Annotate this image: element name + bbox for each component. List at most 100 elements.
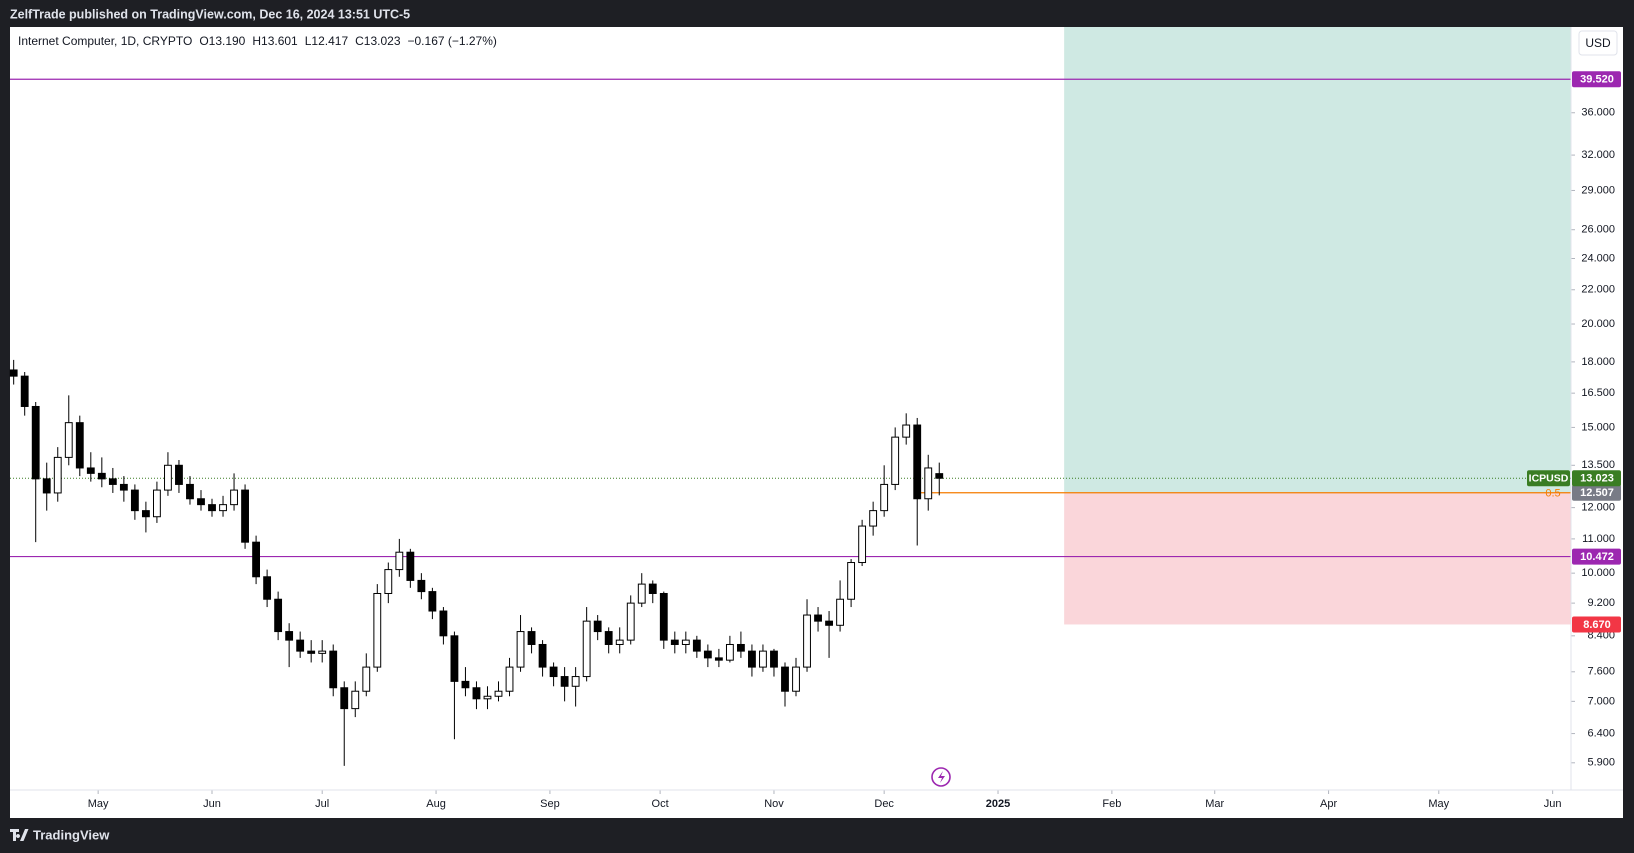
candle-body: [64, 422, 73, 458]
loss-zone: [1064, 492, 1571, 625]
x-tick-label: Jun: [1544, 798, 1562, 810]
y-tick-label: 7.000: [1587, 695, 1615, 707]
candle-body: [241, 489, 249, 543]
time-axis: [10, 790, 1623, 818]
x-tick-label: Dec: [874, 798, 894, 810]
candle-body: [130, 489, 139, 512]
legend: Internet Computer, 1D, CRYPTO O13.190 H13.…: [18, 34, 497, 48]
candle-body: [571, 676, 580, 687]
candle-body: [891, 436, 900, 485]
y-tick-label: 11.000: [1582, 533, 1615, 545]
legend-title: Internet Computer, 1D, CRYPTO: [18, 34, 192, 48]
candle-body: [869, 510, 878, 527]
y-tick-label: 15.000: [1581, 421, 1615, 433]
candle-body: [814, 614, 822, 622]
currency-label[interactable]: USD: [1585, 36, 1611, 50]
entry-price-label: 12.507: [1580, 487, 1614, 499]
x-tick-label: Nov: [764, 798, 784, 810]
currency-button[interactable]: USD: [1578, 30, 1618, 56]
candle-body: [604, 631, 613, 645]
x-tick-label: Jul: [315, 798, 329, 810]
x-tick-label: Jun: [203, 798, 221, 810]
brand-logo: [10, 829, 29, 841]
candle-body: [428, 591, 437, 612]
symbol-tag-box: [1527, 470, 1570, 487]
candle-body: [825, 620, 833, 626]
candle-body: [340, 687, 349, 710]
y-tick-label: 13.500: [1581, 459, 1615, 471]
event-icon: [931, 767, 951, 787]
candle-body: [703, 650, 712, 659]
candle-body: [450, 635, 459, 682]
y-tick-label: 20.000: [1581, 318, 1615, 330]
y-tick-label: 22.000: [1581, 284, 1615, 296]
stop-price-label: 8.670: [1583, 619, 1611, 631]
candle-body: [362, 666, 371, 692]
y-tick-label: 7.600: [1587, 666, 1615, 678]
candle-body: [164, 464, 172, 491]
x-tick-label: Oct: [652, 798, 669, 810]
legend-value: L12.417: [305, 34, 349, 48]
candle-body: [175, 464, 183, 485]
y-tick-label: 16.500: [1581, 387, 1615, 399]
line-price-label-box: [1572, 548, 1621, 565]
profit-zone: [1064, 27, 1571, 493]
candle-body: [505, 666, 514, 692]
currency-button-box[interactable]: [1578, 30, 1618, 56]
last-price-label: 13.023: [1580, 473, 1614, 485]
candle-body: [659, 592, 668, 641]
candle-body: [406, 551, 415, 581]
candle-body: [582, 620, 591, 678]
candle-body: [9, 369, 18, 377]
y-tick-label: 8.400: [1587, 630, 1615, 642]
legend-value: −0.167 (−1.27%): [408, 34, 497, 48]
candle-body: [847, 562, 856, 600]
candle-body: [681, 639, 690, 645]
stop-price-label-box: [1572, 616, 1621, 633]
line-price-label: 39.520: [1580, 74, 1614, 86]
candle-body: [913, 424, 922, 500]
candle-body: [97, 472, 106, 480]
candle-body: [417, 579, 426, 593]
candle-body: [692, 639, 701, 652]
x-tick-label: Sep: [540, 798, 560, 810]
candle-body: [230, 489, 238, 506]
candle-body: [770, 650, 778, 668]
line-price-label-box: [1572, 71, 1621, 88]
candle-body: [384, 569, 393, 594]
candle-body: [626, 602, 635, 641]
brand-name: TradingView: [33, 827, 110, 842]
candle-body: [108, 478, 117, 485]
y-tick-label: 24.000: [1581, 252, 1615, 264]
candle-body: [714, 657, 723, 661]
candle-body: [637, 583, 646, 604]
legend-value: H13.601: [252, 34, 298, 48]
candle-body: [935, 473, 944, 479]
candle-body: [803, 614, 811, 668]
candle-body: [560, 676, 569, 687]
candle-body: [53, 456, 62, 494]
y-tick-label: 36.000: [1581, 107, 1615, 119]
candle-body: [318, 650, 327, 654]
y-tick-label: 5.900: [1587, 757, 1615, 769]
candle-body: [549, 666, 558, 678]
candle-body: [593, 620, 602, 633]
event-icon-ring: [931, 767, 951, 787]
y-tick-label: 6.400: [1587, 727, 1615, 739]
candle-body: [880, 483, 889, 512]
candle-body: [725, 643, 734, 661]
marks: 5.900 6.400 7.000 7.600 8.400 9.200 10.000 11.0…: [9, 71, 1621, 810]
candle-body: [759, 650, 767, 668]
candle-body: [736, 643, 745, 652]
candle-body: [307, 650, 316, 654]
symbol-tag: ICPUSD: [1529, 472, 1569, 484]
candle-body: [670, 639, 679, 645]
candle-body: [186, 483, 194, 500]
candle-body: [153, 489, 161, 518]
candle-body: [141, 510, 150, 518]
candle-body: [836, 598, 845, 626]
header-text: ZelfTrade published on TradingView.com, …: [10, 7, 410, 21]
y-tick-label: 9.200: [1587, 597, 1615, 609]
line-price-label: 10.472: [1580, 551, 1614, 563]
